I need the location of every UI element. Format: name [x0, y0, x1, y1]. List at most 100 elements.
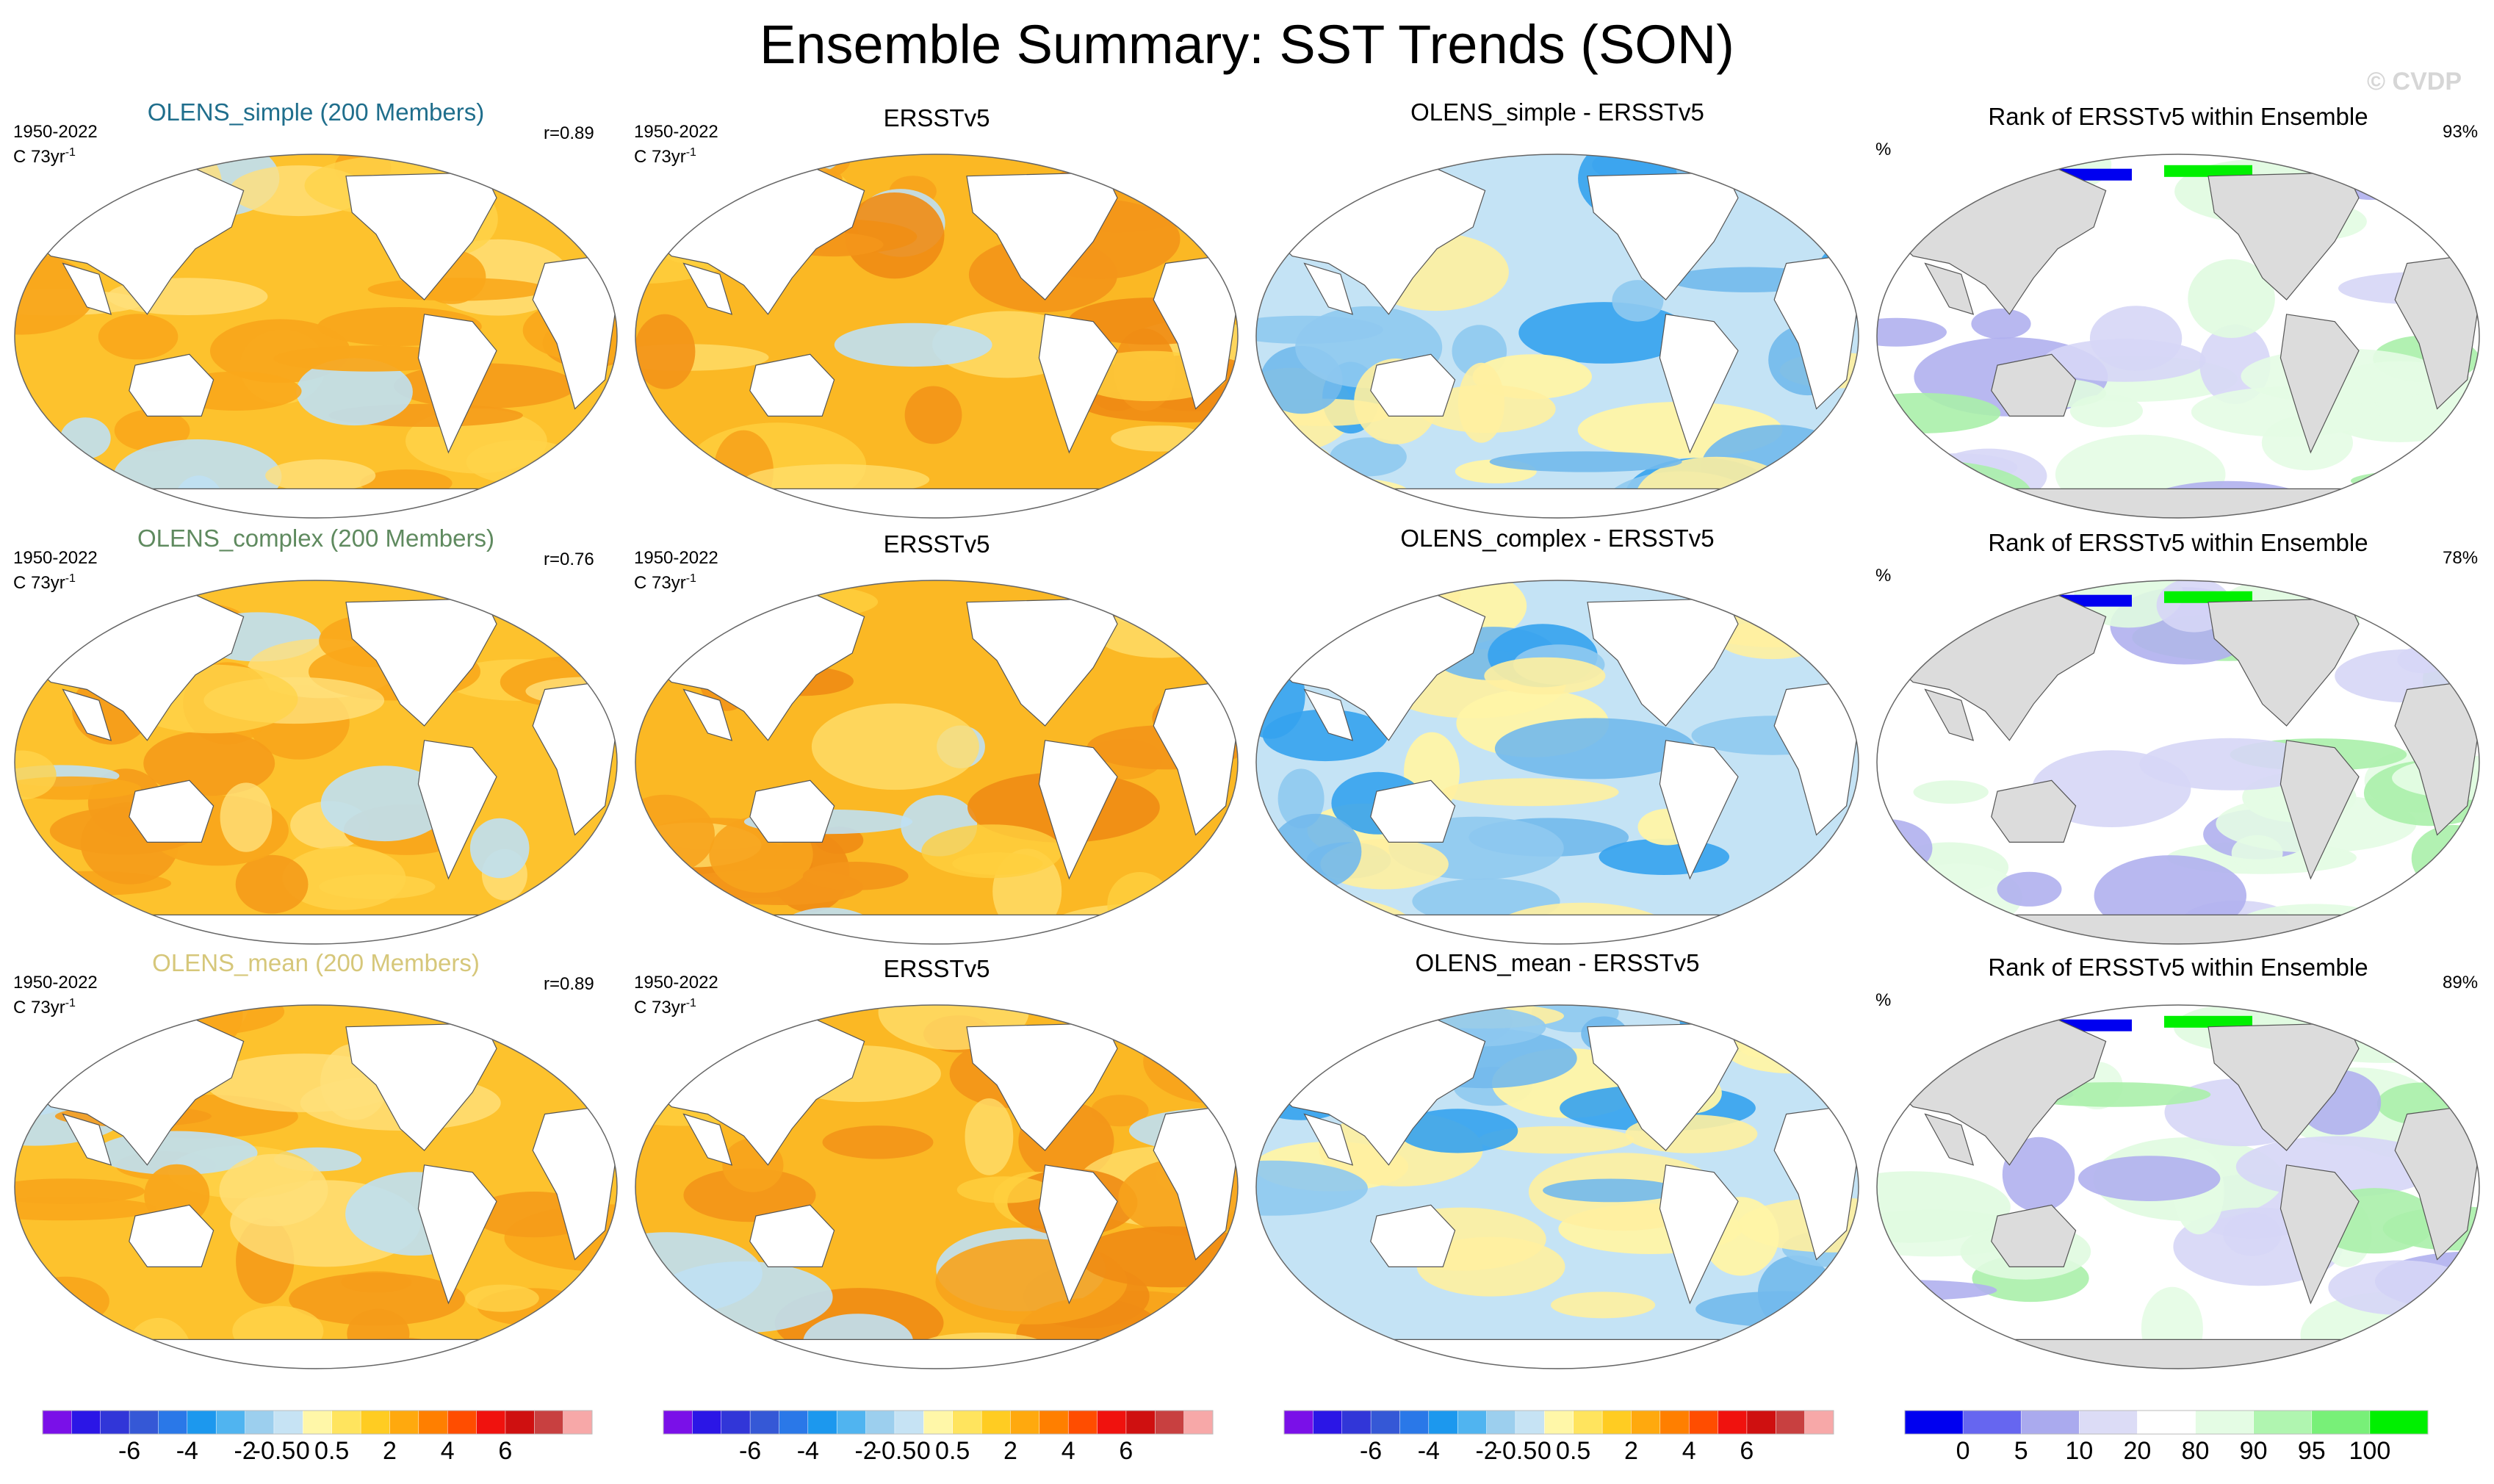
- units-text: C 73yr: [634, 573, 686, 593]
- continent-landmass: [73, 488, 559, 518]
- colorbar-swatch: [245, 1410, 275, 1435]
- colorbar-swatch: [42, 1410, 73, 1435]
- colorbar-tick-label: 0: [916, 1437, 931, 1465]
- continent-landmass: [1924, 1113, 1975, 1166]
- colorbar-tick-label: 20: [2123, 1437, 2152, 1465]
- trend-contour-region: [1913, 780, 1989, 804]
- colorbar-swatch: [1283, 1410, 1314, 1435]
- trend-contour-region: [282, 846, 406, 910]
- period-label: 1950-2022: [13, 973, 98, 993]
- trend-contour-region: [2002, 1137, 2075, 1212]
- trend-contour-region: [219, 1153, 328, 1227]
- colorbar-tick-label: -2: [1475, 1437, 1498, 1465]
- map-outline: [1876, 580, 2480, 945]
- colorbar-swatch: [1776, 1410, 1806, 1435]
- colorbar-tick-label: -6: [118, 1437, 141, 1465]
- continent-landmass: [1924, 688, 1975, 741]
- obs-map-panel: [635, 154, 1239, 519]
- trend-contour-region: [1877, 460, 2032, 518]
- trend-contour-region: [15, 1197, 157, 1221]
- colorbar-swatch: [534, 1410, 564, 1435]
- continent-landmass: [749, 779, 835, 843]
- trend-contour-region: [638, 591, 733, 633]
- colorbar-tick-label: -4: [176, 1437, 198, 1465]
- trend-contour-region: [1543, 1178, 1679, 1203]
- colorbar-swatch: [476, 1410, 506, 1435]
- trend-contour-region: [469, 818, 530, 879]
- colorbar-swatch: [1428, 1410, 1458, 1435]
- obs-panel-title: ERSSTv5: [883, 104, 990, 132]
- colorbar-swatch: [1067, 1410, 1098, 1435]
- map-outline: [1255, 154, 1859, 519]
- colorbar-swatch: [1370, 1410, 1401, 1435]
- trend-contour-region: [15, 915, 120, 936]
- trend-contour-region: [1877, 1171, 2011, 1243]
- colorbar-swatch: [2079, 1410, 2138, 1435]
- trend-contour-region: [466, 439, 579, 484]
- continent-landmass: [417, 740, 497, 880]
- continent-landmass: [1659, 1164, 1739, 1305]
- trend-contour-region: [2231, 835, 2283, 871]
- continent-landmass: [1924, 262, 1975, 315]
- rank-unit-label: %: [1875, 140, 1892, 159]
- colorbar-swatch: [1544, 1410, 1574, 1435]
- colorbar-tick-label: -0.5: [252, 1437, 296, 1465]
- colorbar-swatch: [981, 1410, 1012, 1435]
- colorbar-swatch: [779, 1410, 809, 1435]
- units-exponent: -1: [65, 997, 76, 1009]
- trend-contour-region: [1256, 315, 1383, 344]
- trend-contour-region: [1091, 1095, 1149, 1127]
- colorbar-swatch: [71, 1410, 101, 1435]
- colorbar-swatch: [1659, 1410, 1690, 1435]
- obs-period-label: 1950-2022: [634, 122, 718, 142]
- rank-extreme-band: [2164, 591, 2252, 603]
- trend-contour-region: [2381, 464, 2479, 518]
- trend-contour-region: [1397, 1109, 1518, 1153]
- trend-contour-region: [1256, 652, 1305, 739]
- units-exponent: -1: [685, 572, 696, 585]
- colorbar-tick-label: -6: [1359, 1437, 1383, 1465]
- colorbar-swatch: [1097, 1410, 1127, 1435]
- colorbar-swatch: [1573, 1410, 1603, 1435]
- continent-landmass: [693, 488, 1180, 518]
- trend-contour-region: [2411, 824, 2479, 892]
- trend-contour-region: [2139, 738, 2323, 790]
- units-label: C 73yr-1: [13, 993, 76, 1018]
- trend-contour-region: [15, 1178, 145, 1205]
- units-text: C 73yr: [13, 998, 65, 1017]
- rank-panel-title: Rank of ERSSTv5 within Ensemble: [1988, 954, 2368, 981]
- trend-contour-region: [1256, 1160, 1368, 1216]
- trend-contour-region: [635, 1337, 692, 1369]
- trend-contour-region: [1695, 1291, 1859, 1328]
- colorbar-tick-label: 0.5: [935, 1437, 970, 1465]
- trend-contour-region: [2089, 306, 2183, 371]
- trend-contour-region: [1494, 718, 1695, 779]
- continent-landmass: [73, 914, 559, 944]
- trend-contour-region: [2078, 1156, 2221, 1201]
- colorbar-swatch: [215, 1410, 246, 1435]
- rank-map-panel: [1876, 580, 2480, 945]
- colorbar-tick-label: 0.5: [314, 1437, 350, 1465]
- colorbar-tick-label: 2: [382, 1437, 397, 1465]
- units-text: C 73yr: [634, 998, 686, 1017]
- rank-extreme-band: [2302, 500, 2391, 512]
- colorbar-swatch: [418, 1410, 448, 1435]
- trend-contour-region: [1551, 1292, 1656, 1319]
- units-text: C 73yr: [634, 147, 686, 167]
- colorbar-swatch: [952, 1410, 982, 1435]
- diff-map-panel: [1255, 154, 1859, 519]
- trend-contour-region: [1256, 908, 1382, 944]
- colorbar-tick-label: 0: [295, 1437, 310, 1465]
- colorbar-swatch: [100, 1410, 130, 1435]
- trend-contour-region: [802, 862, 909, 890]
- trend-contour-region: [289, 1272, 465, 1326]
- colorbar-frame: [663, 1410, 1214, 1435]
- colorbar-swatch: [1631, 1410, 1661, 1435]
- colorbar-tick-label: 10: [2065, 1437, 2094, 1465]
- obs-units-label: C 73yr-1: [634, 569, 696, 594]
- colorbar-tick-label: 2: [1623, 1437, 1638, 1465]
- colorbar-tick-label: -6: [738, 1437, 762, 1465]
- trend-contour-region: [1256, 439, 1333, 481]
- continent-landmass: [417, 314, 497, 454]
- trend-contour-region: [21, 1276, 109, 1326]
